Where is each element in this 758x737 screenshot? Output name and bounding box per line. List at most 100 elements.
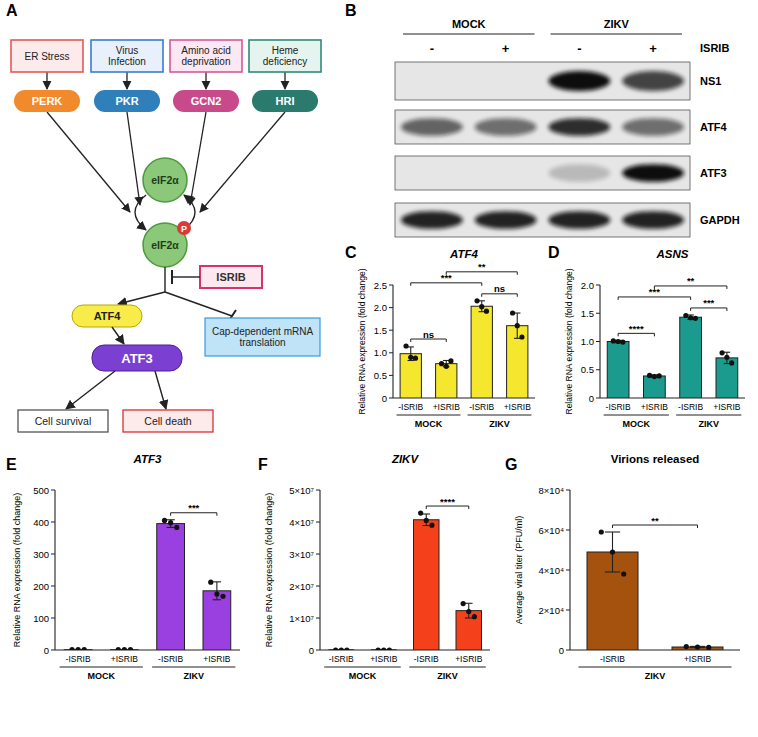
- label: eIF2α: [151, 239, 179, 251]
- y-tick: [51, 618, 55, 619]
- bar: [436, 364, 457, 398]
- tick-label: +ISRIB: [370, 654, 397, 664]
- label: Amino aciddeprivation: [181, 45, 230, 68]
- group-line: [551, 33, 683, 34]
- label: eIF2α: [151, 174, 179, 186]
- significance-label: ****: [629, 323, 644, 334]
- arrow: [205, 72, 206, 89]
- panel-label: E: [6, 456, 17, 473]
- y-tick: [316, 554, 320, 555]
- error-bar: [213, 582, 221, 600]
- inhibit-bar: [171, 270, 173, 284]
- tick-label: -ISRIB: [329, 654, 354, 664]
- group-line: [60, 667, 143, 668]
- group-line: [676, 415, 741, 416]
- tick-label: 2×10⁴: [539, 605, 564, 616]
- error-bar-cap: [605, 571, 620, 572]
- data-point: [519, 334, 524, 339]
- error-bar-cap: [213, 599, 221, 600]
- data-point: [684, 644, 689, 649]
- stress-box: [11, 40, 83, 72]
- data-point: [510, 310, 515, 315]
- error-bar-cap: [465, 617, 473, 618]
- y-tick: [566, 490, 570, 491]
- y-tick: [316, 618, 320, 619]
- group-label: ZIKV: [645, 671, 666, 681]
- data-point: [69, 647, 74, 650]
- band: [401, 211, 463, 229]
- label: Cap-dependent mRNAtranslation: [212, 326, 313, 349]
- arrow: [135, 195, 146, 230]
- inhibitor-box: [200, 266, 262, 288]
- panel-label: F: [258, 456, 268, 473]
- tick-label: 1.5: [581, 308, 594, 319]
- band: [475, 211, 537, 229]
- panel-label: C: [345, 244, 357, 261]
- group-line: [409, 667, 486, 668]
- significance-label: ***: [188, 502, 199, 513]
- tick-label: 1.0: [374, 347, 387, 358]
- error-bar: [724, 352, 731, 363]
- significance-label: ns: [423, 329, 434, 340]
- group-line: [403, 33, 535, 34]
- data-point: [214, 591, 219, 596]
- arrow: [127, 112, 140, 205]
- connector: [164, 267, 165, 292]
- error-bar-cap: [213, 581, 221, 582]
- tick-label: +ISRIB: [433, 402, 460, 412]
- tick-label: +ISRIB: [641, 402, 668, 412]
- y-tick: [316, 490, 320, 491]
- outcome-box: [18, 410, 108, 432]
- blot-strip: [395, 156, 690, 190]
- kinase-node: [252, 90, 318, 112]
- panel-label: D: [548, 244, 560, 261]
- data-point: [461, 601, 466, 606]
- error-bar-cap: [465, 603, 473, 604]
- group-label: ZIKV: [437, 671, 458, 681]
- tick-label: -ISRIB: [158, 654, 183, 664]
- y-tick: [566, 650, 570, 651]
- chart-title: ZIKV: [391, 453, 420, 465]
- data-point: [610, 549, 615, 554]
- error-bar-cap: [422, 525, 430, 526]
- data-point: [611, 338, 616, 343]
- data-point: [387, 647, 392, 650]
- atf3-node: [92, 345, 182, 371]
- tick-label: 200: [33, 581, 49, 592]
- tick-label: 5×10⁷: [289, 485, 314, 496]
- arrow: [118, 292, 165, 304]
- tick-label: 1.5: [374, 325, 387, 336]
- group-label: MOCK: [349, 671, 377, 681]
- tick-label: 1×10⁷: [289, 613, 314, 624]
- y-tick: [389, 375, 393, 376]
- tick-label: 0: [44, 645, 49, 656]
- tick-label: 6×10⁴: [539, 525, 564, 536]
- bar: [644, 376, 666, 398]
- tick-label: -ISRIB: [469, 402, 494, 412]
- label: +: [502, 41, 510, 56]
- y-axis: [392, 285, 393, 398]
- data-point: [444, 364, 449, 369]
- data-point: [466, 609, 471, 614]
- label: ATF4: [94, 310, 122, 322]
- bar: [471, 306, 492, 398]
- arrow: [47, 112, 130, 212]
- y-tick: [596, 285, 600, 286]
- data-point: [424, 518, 429, 523]
- data-point: [484, 309, 489, 314]
- group-label: ZIKV: [698, 419, 719, 429]
- data-point: [693, 316, 698, 321]
- y-tick: [596, 398, 600, 399]
- y-axis: [319, 490, 320, 650]
- translation-box: [205, 318, 320, 356]
- bar: [680, 317, 702, 398]
- error-bar: [605, 532, 620, 572]
- chart-title: ATF4: [449, 248, 479, 260]
- group-line: [397, 415, 461, 416]
- tick-label: -ISRIB: [606, 402, 631, 412]
- data-point: [439, 361, 444, 366]
- tick-label: +ISRIB: [504, 402, 531, 412]
- data-point: [647, 373, 652, 378]
- data-point: [413, 356, 418, 361]
- tick-label: 0.5: [374, 370, 387, 381]
